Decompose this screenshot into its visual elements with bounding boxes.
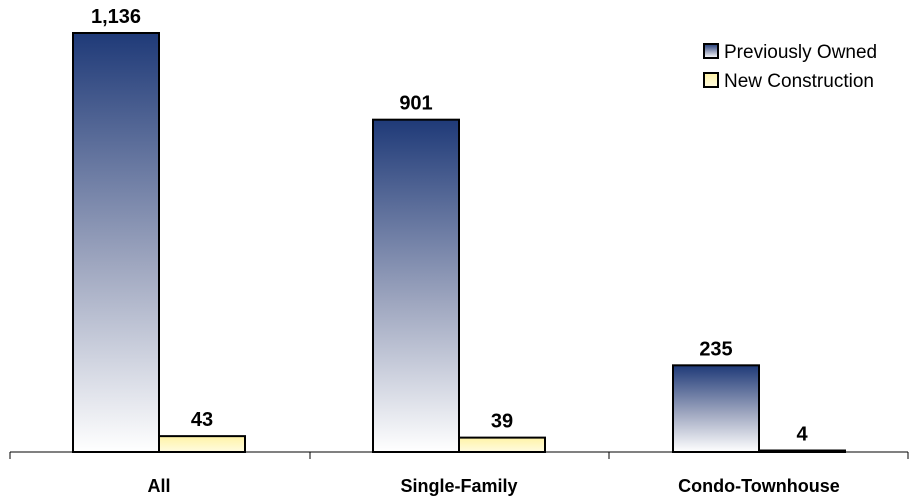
legend-swatch-previously-owned (703, 43, 719, 59)
x-axis (9, 451, 909, 459)
legend-label-new-construction: New Construction (724, 71, 874, 92)
value-label-previously-owned-all: 1,136 (91, 6, 141, 28)
bar-new-construction-single-family (458, 436, 546, 454)
bar-new-construction-all (158, 435, 246, 453)
category-labels-group: All Single-Family Condo-Townhouse (147, 476, 839, 496)
value-label-new-construction-condo-townhouse: 4 (796, 424, 808, 446)
bar-previously-owned-condo-townhouse (672, 364, 760, 453)
value-label-previously-owned-single-family: 901 (399, 93, 432, 115)
bar-previously-owned-single-family (372, 118, 460, 453)
value-labels-group: 1,136 43 901 39 235 4 (91, 6, 808, 446)
category-label-single-family: Single-Family (400, 476, 517, 496)
bars-group (72, 32, 846, 454)
legend-swatch-new-construction (703, 72, 719, 88)
bar-previously-owned-all (72, 32, 160, 453)
value-label-new-construction-single-family: 39 (491, 411, 513, 433)
legend-label-previously-owned: Previously Owned (724, 42, 877, 63)
category-label-condo-townhouse: Condo-Townhouse (678, 476, 840, 496)
value-label-previously-owned-condo-townhouse: 235 (699, 338, 732, 360)
legend: Previously Owned New Construction (703, 42, 877, 92)
category-label-all: All (147, 476, 170, 496)
value-label-new-construction-all: 43 (191, 409, 213, 431)
